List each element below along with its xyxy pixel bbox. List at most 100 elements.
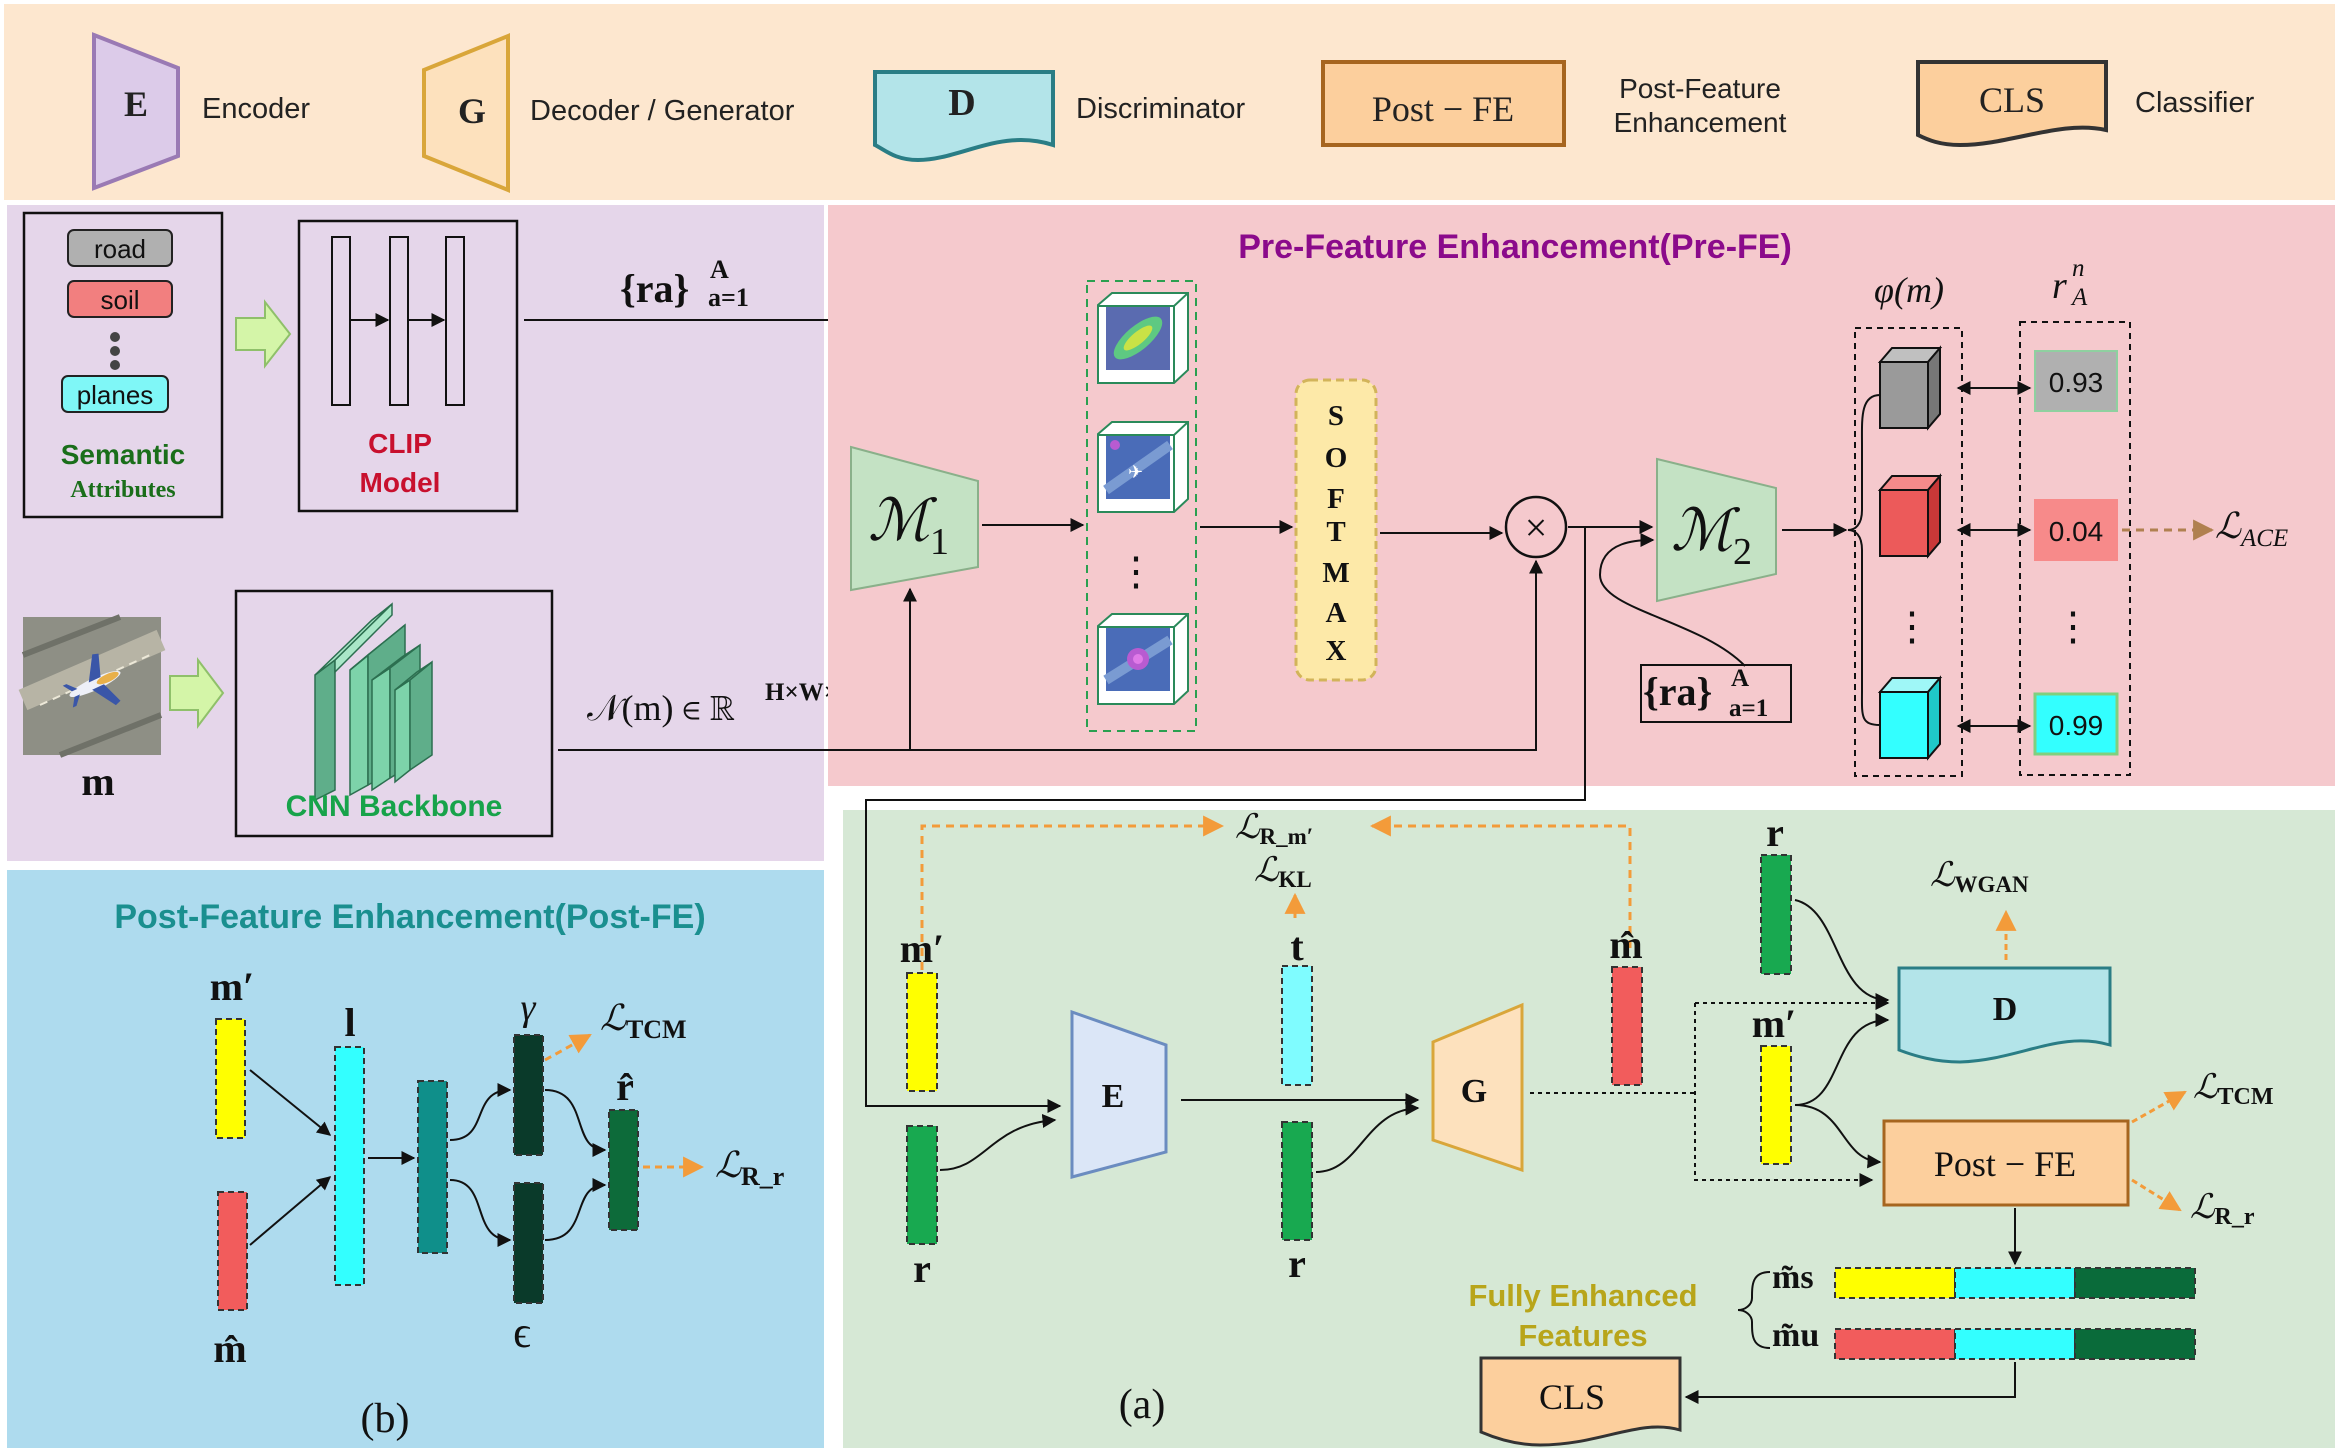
svg-text:X: X xyxy=(1326,635,1347,667)
arrow-feat-to-multiply xyxy=(558,559,1543,751)
ra-sub: a=1 xyxy=(708,283,749,312)
image-label: m xyxy=(81,759,114,804)
main-encoder xyxy=(1070,1009,1168,1179)
legend-decoder-icon xyxy=(422,33,510,193)
semantic-attributes-box xyxy=(22,211,224,519)
phi-column xyxy=(1854,327,1963,777)
attention-dots: ⋮ xyxy=(1116,549,1156,594)
svg-text:✈: ✈ xyxy=(1128,462,1143,482)
cube-gray-icon xyxy=(1877,345,1943,431)
score-dots: ⋮ xyxy=(2053,604,2093,649)
softmax-box xyxy=(1294,378,1378,682)
main-cls xyxy=(1479,1356,1682,1447)
main-d-symbol: D xyxy=(1993,991,2018,1028)
features-brace xyxy=(1737,1271,1771,1349)
postfe-caption: (b) xyxy=(361,1396,410,1442)
score-1: 0.93 xyxy=(2049,367,2104,398)
phi-brace xyxy=(1847,394,1881,726)
input-panel: road soil planes Semantic Attributes CLI… xyxy=(7,205,912,861)
postfe-bar-rhat xyxy=(608,1109,639,1231)
ms-feature-vector xyxy=(1834,1267,2196,1299)
svg-text:M: M xyxy=(1322,557,1349,589)
cnn-layers-icon xyxy=(314,602,433,802)
svg-text:T: T xyxy=(1326,516,1345,548)
generative-panel: ℒR_m′ ℒKL m′ r E t r G m̂ r m′ xyxy=(843,527,2335,1448)
loss-rm: ℒR_m′ xyxy=(1235,809,1313,849)
main-postfe-box xyxy=(1882,1119,2130,1207)
postfe-mhat: m̂ xyxy=(213,1326,246,1371)
postfe-loss-rr: ℒR_r xyxy=(715,1145,784,1191)
attr-road: road xyxy=(94,234,146,264)
svg-text:F: F xyxy=(1327,483,1345,515)
main-loss-rr: ℒR_r xyxy=(2190,1189,2255,1230)
multiply-symbol: × xyxy=(1525,505,1548,550)
attention-map-2: ✈ xyxy=(1097,421,1189,513)
rn-label: r xyxy=(2052,265,2067,307)
postfe-title: Post-Feature Enhancement(Post-FE) xyxy=(114,898,705,936)
m2-symbol: ℳ2 xyxy=(1671,498,1752,573)
main-cls-symbol: CLS xyxy=(1539,1377,1605,1417)
m2-encoder xyxy=(1656,457,1777,603)
attention-map-1 xyxy=(1097,292,1189,384)
legend-disc-label: Discriminator xyxy=(1076,93,1246,125)
score-box-3 xyxy=(2033,692,2119,756)
mu-feature-vector xyxy=(1834,1328,2196,1360)
score-2: 0.04 xyxy=(2049,516,2104,547)
loss-path-left xyxy=(920,815,1225,970)
feat-label: 𝒩(m) ∈ ℝ xyxy=(587,688,735,728)
ra2-sup: A xyxy=(1731,665,1749,692)
clip-label-1: CLIP xyxy=(368,428,432,459)
main-r: r xyxy=(913,1246,931,1291)
legend-panel: E Encoder G Decoder / Generator D Discri… xyxy=(4,4,2335,200)
ra2-label: {ra} xyxy=(1643,669,1712,714)
main-bar-mprime2 xyxy=(1760,1045,1792,1165)
score-box-1 xyxy=(2034,350,2118,412)
postfe-epsilon: ϵ xyxy=(513,1308,531,1357)
ra2-sub: a=1 xyxy=(1729,695,1768,722)
main-bar-mhat xyxy=(1611,966,1643,1086)
legend-discriminator-icon xyxy=(873,70,1055,163)
attention-map-3 xyxy=(1097,613,1189,705)
prefe-title: Pre-Feature Enhancement(Pre-FE) xyxy=(1238,228,1792,266)
main-t: t xyxy=(1290,924,1304,969)
legend-encoder-symbol: E xyxy=(124,84,148,124)
cnn-label: CNN Backbone xyxy=(286,790,503,823)
mu-label: m̃u xyxy=(1772,1317,1819,1354)
m1-encoder xyxy=(850,445,979,592)
svg-text:O: O xyxy=(1325,442,1348,474)
loss-wgan: ℒWGAN xyxy=(1930,857,2029,897)
multiply-node xyxy=(1504,495,1568,559)
main-caption: (a) xyxy=(1119,1382,1166,1428)
main-bar-r xyxy=(906,1125,938,1245)
arrow-attrs-to-clip-icon xyxy=(235,299,292,369)
legend-encoder-label: Encoder xyxy=(202,93,310,125)
main-generator xyxy=(1431,1002,1524,1173)
main-e-symbol: E xyxy=(1102,1078,1125,1115)
arrow-image-to-cnn-icon xyxy=(169,657,225,729)
ms-label: m̃s xyxy=(1772,1259,1814,1296)
loss-path-right xyxy=(1369,815,1632,948)
legend-postfe-icon xyxy=(1321,60,1566,147)
attr-soil: soil xyxy=(100,285,139,315)
main-bar-r2 xyxy=(1281,1121,1313,1241)
main-bar-mprime xyxy=(906,972,938,1092)
main-g-symbol: G xyxy=(1461,1073,1487,1110)
loss-kl: ℒKL xyxy=(1254,852,1312,892)
clip-model-box xyxy=(297,219,519,513)
ra-label: {ra} xyxy=(620,266,689,311)
main-r2: r xyxy=(1288,1241,1306,1286)
legend-postfe-symbol: Post − FE xyxy=(1372,89,1514,129)
postfe-gamma: γ xyxy=(521,987,537,1029)
svg-text:S: S xyxy=(1328,400,1344,432)
cube-cyan-icon xyxy=(1877,675,1943,761)
semantic-label-1: Semantic xyxy=(61,439,186,470)
postfe-bar-gamma xyxy=(513,1034,544,1156)
score-3: 0.99 xyxy=(2049,710,2104,741)
arrow-m2-to-encoder xyxy=(865,527,1586,1113)
postfe-bar-hidden xyxy=(417,1080,448,1254)
softmax-letters: S O F T M A X xyxy=(1322,400,1349,667)
rn-sub: A xyxy=(2070,284,2088,311)
main-postfe-symbol: Post − FE xyxy=(1934,1144,2076,1184)
main-bar-t xyxy=(1281,965,1313,1086)
cnn-backbone-box xyxy=(234,589,554,838)
